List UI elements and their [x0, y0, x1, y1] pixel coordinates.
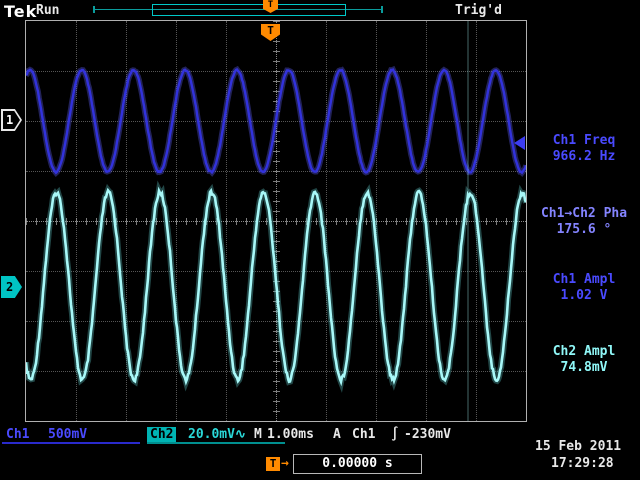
record-view-window	[152, 4, 346, 16]
measurement-ch1-freq: Ch1 Freq 966.2 Hz	[528, 133, 640, 165]
timebase-readout: 1.00ms	[267, 427, 314, 442]
ch2-scale-readout: 20.0mV∿	[188, 427, 246, 442]
trigger-level-arrow-icon	[514, 136, 525, 150]
graticule	[25, 20, 527, 422]
record-view-left-bracket	[93, 6, 95, 13]
center-horizontal-axis-ticks	[26, 218, 526, 225]
trigger-group-label: A	[333, 427, 341, 442]
measurement-label: Ch1 Freq	[552, 133, 616, 148]
trigger-record-position-icon: T	[263, 0, 278, 13]
timebase-label: M	[254, 427, 262, 442]
record-view-right-bracket	[381, 6, 383, 13]
time-readout: 17:29:28	[551, 456, 614, 471]
trigger-source-readout: Ch1	[352, 427, 376, 442]
measurement-label: Ch2 Ampl	[552, 344, 616, 359]
trigger-level-readout: -230mV	[404, 427, 451, 442]
ch2-ground-marker-icon: 2	[1, 276, 22, 298]
record-view-line	[93, 9, 383, 10]
tek-logo: Tek	[4, 2, 38, 21]
ch2-readout-underline	[147, 442, 285, 444]
measurement-value: 175.6 °	[556, 222, 612, 237]
trigger-position-readout: 0.00000 s	[293, 454, 422, 474]
measurement-value: 966.2 Hz	[552, 149, 616, 164]
ch1-ground-marker-icon: 1	[1, 109, 22, 131]
measurement-value: 1.02 V	[560, 288, 608, 303]
ch1-readout-label: Ch1	[6, 427, 30, 442]
ch1-readout-underline	[2, 442, 140, 444]
waveform-plot	[26, 21, 526, 421]
ch2-readout-label: Ch2	[147, 427, 177, 443]
trigger-status: Trig'd	[455, 3, 502, 18]
measurement-label: Ch1 Ampl	[552, 272, 616, 287]
measurement-ch1-ampl: Ch1 Ampl 1.02 V	[528, 272, 640, 304]
measurement-value: 74.8mV	[560, 360, 608, 375]
trigger-position-arrow-icon: →	[281, 456, 289, 471]
trigger-slope-icon: ∫	[391, 427, 399, 442]
measurement-ch2-ampl: Ch2 Ampl 74.8mV	[528, 344, 640, 376]
date-readout: 15 Feb 2011	[535, 439, 622, 454]
measurement-phase: Ch1→Ch2 Pha 175.6 °	[528, 206, 640, 238]
measurement-label: Ch1→Ch2 Pha	[540, 206, 628, 221]
ch1-scale-readout: 500mV	[48, 427, 88, 442]
acquisition-status: Run	[36, 3, 60, 18]
trigger-screen-position-icon: T	[261, 24, 280, 41]
trigger-position-marker-icon: T	[266, 457, 280, 471]
